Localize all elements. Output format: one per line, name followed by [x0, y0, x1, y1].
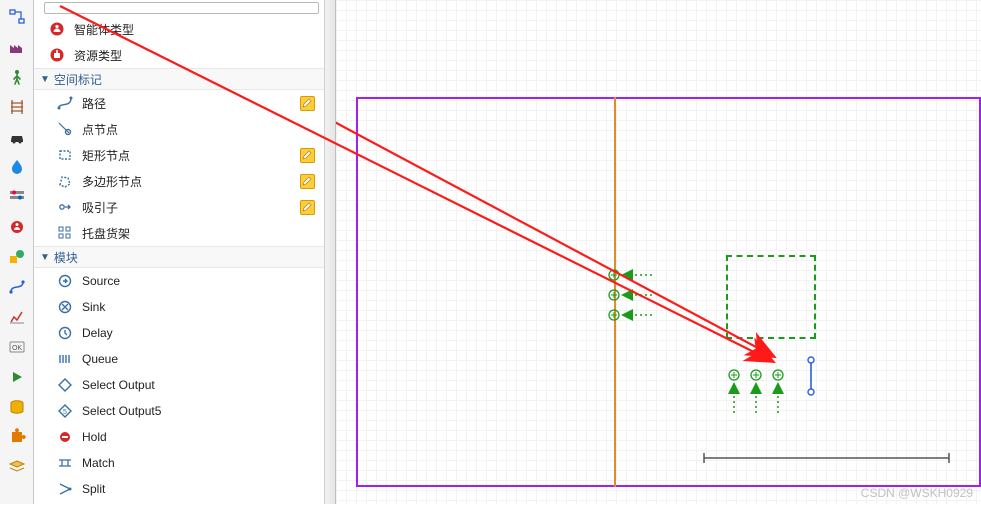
palette-item-label: 点节点 [82, 121, 299, 138]
palette-item-label: Select Output [82, 378, 299, 392]
palette-item-select-output-icon[interactable]: Select Output [34, 372, 335, 398]
left-toolbar: OK [0, 0, 34, 504]
controls-icon[interactable] [3, 183, 31, 211]
palette-item-label: 智能体类型 [74, 21, 315, 38]
flowchart-icon[interactable] [3, 3, 31, 31]
agent-type-icon [48, 20, 66, 38]
play-icon[interactable] [3, 363, 31, 391]
palette-item-label: 资源类型 [74, 47, 315, 64]
palette-item-label: Queue [82, 352, 299, 366]
factory-icon[interactable] [3, 33, 31, 61]
agent-dot-icon[interactable] [3, 213, 31, 241]
palette-item-match-icon[interactable]: Match [34, 450, 335, 476]
palette-item-label: Match [82, 456, 299, 470]
palette-item-label: 托盘货架 [82, 225, 299, 242]
palette-search-field[interactable] [44, 2, 319, 14]
palette-item-resource-type-icon[interactable]: 资源类型 [34, 42, 335, 68]
palette-item-label: 吸引子 [82, 199, 299, 216]
orange-vertical-line[interactable] [614, 97, 616, 487]
palette-item-point-node-icon[interactable]: 点节点 [34, 116, 335, 142]
poly-node-icon [56, 172, 74, 190]
match-icon [56, 454, 74, 472]
rail-icon[interactable] [3, 93, 31, 121]
palette-item-label: Hold [82, 430, 299, 444]
bezier-icon[interactable] [3, 273, 31, 301]
drop-icon[interactable] [3, 153, 31, 181]
layers-icon[interactable] [3, 453, 31, 481]
palette-item-pallet-rack-icon[interactable]: 托盘货架 [34, 220, 335, 246]
purple-boundary-rect[interactable] [356, 97, 981, 487]
green-dashed-rect-node[interactable] [726, 255, 816, 339]
collapse-triangle-icon: ▼ [40, 252, 50, 263]
palette-item-label: 矩形节点 [82, 147, 299, 164]
select-output-icon [56, 376, 74, 394]
section-header[interactable]: ▼ 模块 [34, 246, 335, 268]
palette-item-source-icon[interactable]: Source [34, 268, 335, 294]
path-icon [56, 94, 74, 112]
palette-item-agent-type-icon[interactable]: 智能体类型 [34, 16, 335, 42]
source-icon [56, 272, 74, 290]
palette-item-label: Split [82, 482, 299, 496]
rect-node-icon [56, 146, 74, 164]
point-node-icon [56, 120, 74, 138]
select-output5-icon: 5 [56, 402, 74, 420]
palette-item-label: Source [82, 274, 299, 288]
palette-item-label: Delay [82, 326, 299, 340]
svg-text:5: 5 [63, 409, 67, 416]
palette-item-label: 路径 [82, 95, 299, 112]
palette-item-poly-node-icon[interactable]: 多边形节点 [34, 168, 335, 194]
palette-item-attractor-icon[interactable]: 吸引子 [34, 194, 335, 220]
palette-item-delay-icon[interactable]: Delay [34, 320, 335, 346]
section-title: 空间标记 [54, 71, 102, 88]
palette-item-rect-node-icon[interactable]: 矩形节点 [34, 142, 335, 168]
palette-panel: 智能体类型资源类型 ▼ 空间标记路径点节点矩形节点多边形节点吸引子托盘货架 ▼ 模块 So… [34, 0, 336, 504]
edit-pencil-icon[interactable] [300, 148, 315, 163]
pedestrian-icon[interactable] [3, 63, 31, 91]
watermark-text: CSDN @WSKH0929 [861, 486, 973, 500]
hold-icon [56, 428, 74, 446]
puzzle-icon[interactable] [3, 423, 31, 451]
palette-item-label: 多边形节点 [82, 173, 299, 190]
sink-icon [56, 298, 74, 316]
palette-item-path-icon[interactable]: 路径 [34, 90, 335, 116]
edit-pencil-icon[interactable] [300, 96, 315, 111]
section-header[interactable]: ▼ 空间标记 [34, 68, 335, 90]
db-icon[interactable] [3, 393, 31, 421]
palette-item-select-output5-icon[interactable]: 5 Select Output5 [34, 398, 335, 424]
ok-icon[interactable]: OK [3, 333, 31, 361]
palette-item-queue-icon[interactable]: Queue [34, 346, 335, 372]
delay-icon [56, 324, 74, 342]
shapes-icon[interactable] [3, 243, 31, 271]
palette-item-label: Sink [82, 300, 299, 314]
svg-text:OK: OK [11, 345, 21, 352]
attractor-icon [56, 198, 74, 216]
palette-item-label: Select Output5 [82, 404, 299, 418]
section-title: 模块 [54, 249, 78, 266]
palette-item-hold-icon[interactable]: Hold [34, 424, 335, 450]
palette-item-split-icon[interactable]: Split [34, 476, 335, 502]
queue-icon [56, 350, 74, 368]
editor-canvas[interactable]: CSDN @WSKH0929 [336, 0, 981, 504]
collapse-triangle-icon: ▼ [40, 74, 50, 85]
pallet-rack-icon [56, 224, 74, 242]
stats-icon[interactable] [3, 303, 31, 331]
palette-item-sink-icon[interactable]: Sink [34, 294, 335, 320]
car-icon[interactable] [3, 123, 31, 151]
edit-pencil-icon[interactable] [300, 200, 315, 215]
resource-type-icon [48, 46, 66, 64]
split-icon [56, 480, 74, 498]
edit-pencil-icon[interactable] [300, 174, 315, 189]
